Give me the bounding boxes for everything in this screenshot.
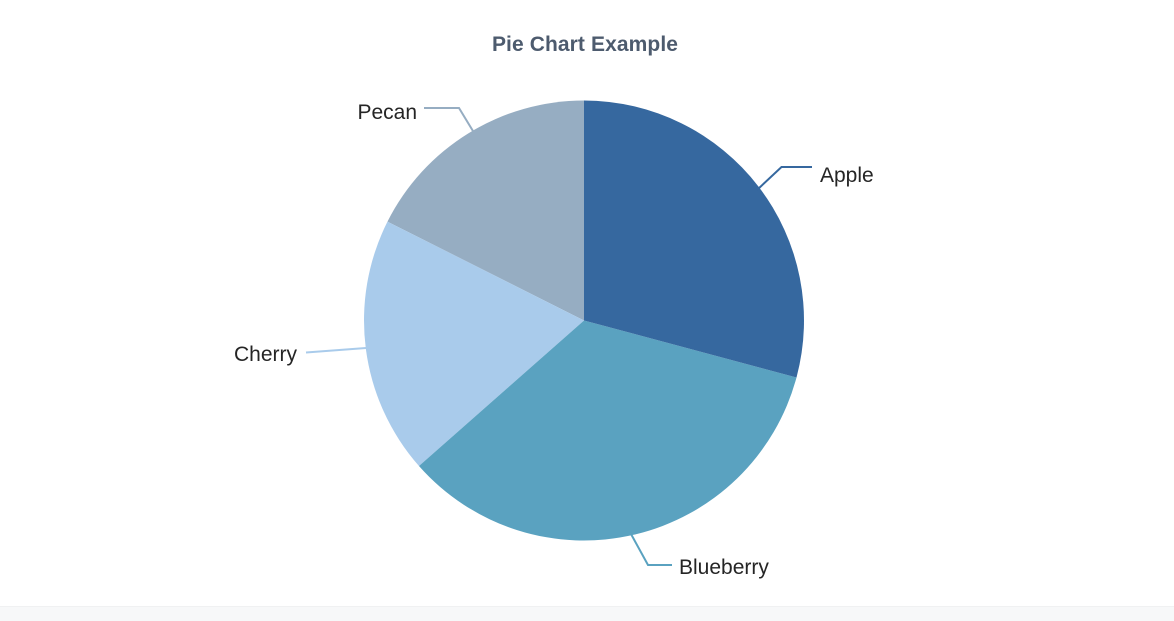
leader-line-pecan [424,107,477,137]
leader-line-cherry [305,347,367,354]
leader-line-apple [756,166,812,191]
pie-label-apple: Apple [820,164,874,187]
page-bottom-band [0,606,1174,621]
pie-slice-apple[interactable] [584,100,804,378]
pie-slice-cherry[interactable] [364,221,584,466]
chart-title: Pie Chart Example [0,31,1174,59]
pie-label-blueberry: Blueberry [679,556,769,579]
chart-title-text: Pie Chart Example [491,33,679,56]
pie-label-cherry: Cherry [234,343,298,366]
pie-slice-blueberry[interactable] [418,320,797,541]
leader-line-blueberry [630,533,672,566]
pie-label-pecan: Pecan [357,101,417,124]
pie-slice-pecan[interactable] [387,100,584,321]
